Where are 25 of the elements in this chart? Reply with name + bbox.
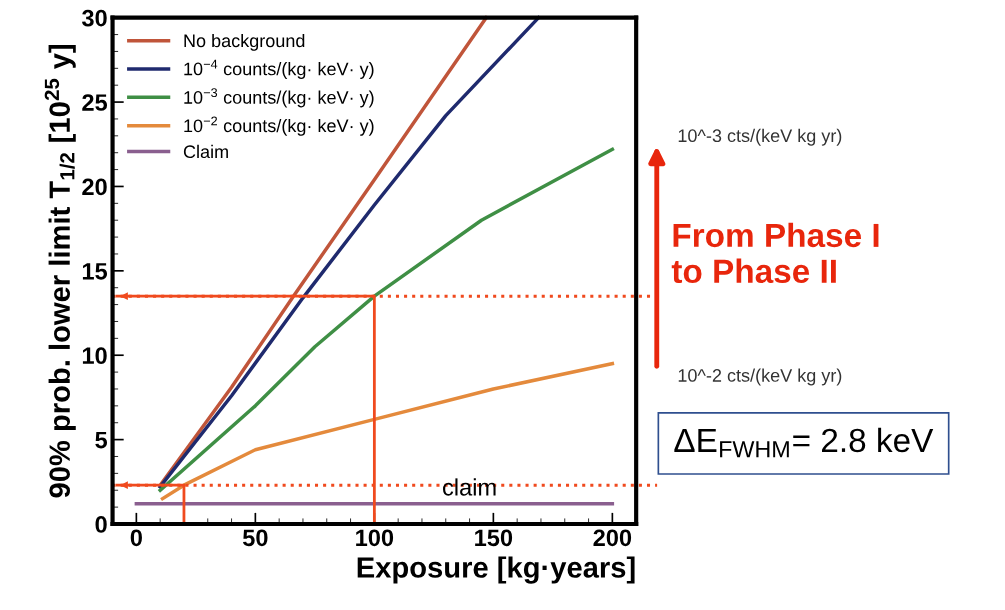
y-tick-label: 25 <box>82 94 108 111</box>
legend-label: 10$^{−4}$ counts/(kg· keV· y) <box>184 59 374 79</box>
legend-label: 10$^{−2}$ counts/(kg· keV· y) <box>184 116 374 136</box>
y-tick-label: 10 <box>82 347 107 365</box>
x-tick-label: 50 <box>242 529 268 547</box>
y-tick-label: 5 <box>95 431 108 449</box>
line-series <box>160 361 615 501</box>
text: ΔE$_{FWHM}$= 2.8 keV <box>674 427 934 458</box>
annotation: claim <box>443 478 496 496</box>
y-tick-label: 15 <box>82 263 108 280</box>
y-tick-label: 30 <box>81 9 107 27</box>
x-tick-label: 0 <box>130 529 142 547</box>
x-tick-label: 150 <box>475 529 513 547</box>
legend-label: 10$^{−3}$ counts/(kg· keV· y) <box>184 88 374 108</box>
legend-label: No background <box>184 33 305 51</box>
x-axis-title: Exposure [kg·years] <box>357 556 635 584</box>
text: 10^-2 cts/(keV kg yr) <box>678 368 842 386</box>
x-tick-label: 100 <box>356 529 394 547</box>
x-tick-label: 200 <box>593 529 632 547</box>
y-tick-label: 0 <box>95 516 107 533</box>
text: 10^-3 cts/(keV kg yr) <box>678 128 842 146</box>
y-axis-title: 90% prob. lower limit T$_{1/2}$ [10$^{25}$ y] <box>44 45 76 498</box>
legend-label: Claim <box>183 144 228 159</box>
y-tick-label: 20 <box>82 178 107 196</box>
text: From Phase I to Phase II <box>671 222 879 284</box>
